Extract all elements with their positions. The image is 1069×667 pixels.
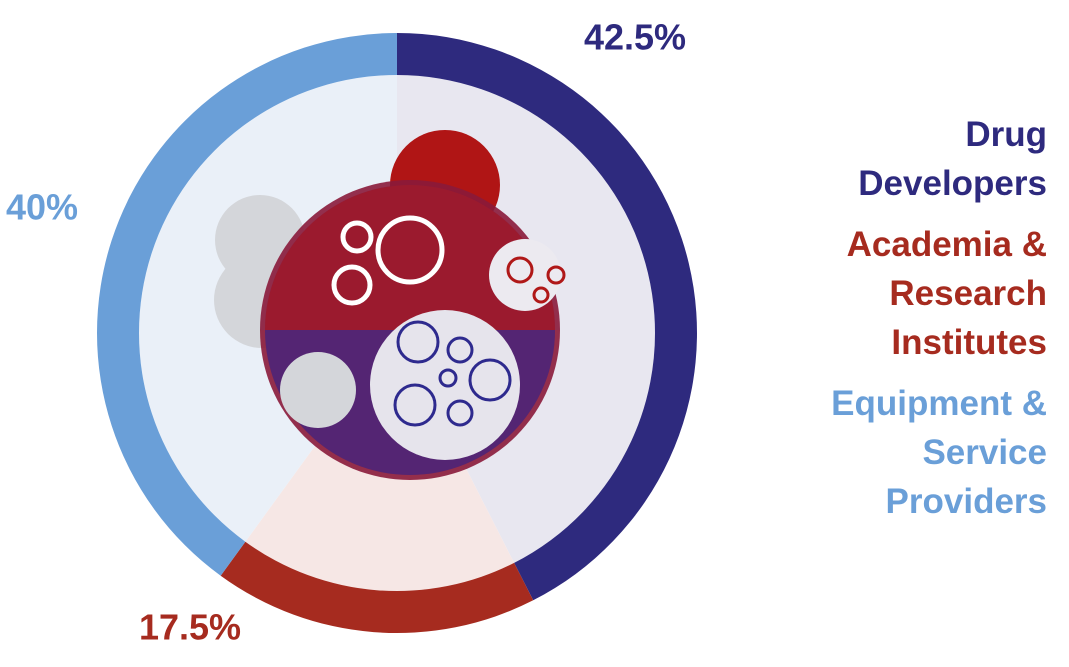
legend-entry: Academia & Research Institutes <box>846 225 1047 362</box>
value-label: 17.5% <box>139 607 241 648</box>
value-label: 40% <box>6 187 78 228</box>
legend: Drug Developers Academia & Research Insti… <box>807 110 1047 538</box>
legend-entry: Drug Developers <box>858 115 1047 203</box>
legend-entry: Equipment & Service Providers <box>831 384 1047 521</box>
center-illustration <box>214 130 566 480</box>
wedge <box>397 33 698 601</box>
wedge <box>220 541 534 633</box>
wedge <box>97 33 397 576</box>
value-label: 42.5% <box>584 17 686 58</box>
